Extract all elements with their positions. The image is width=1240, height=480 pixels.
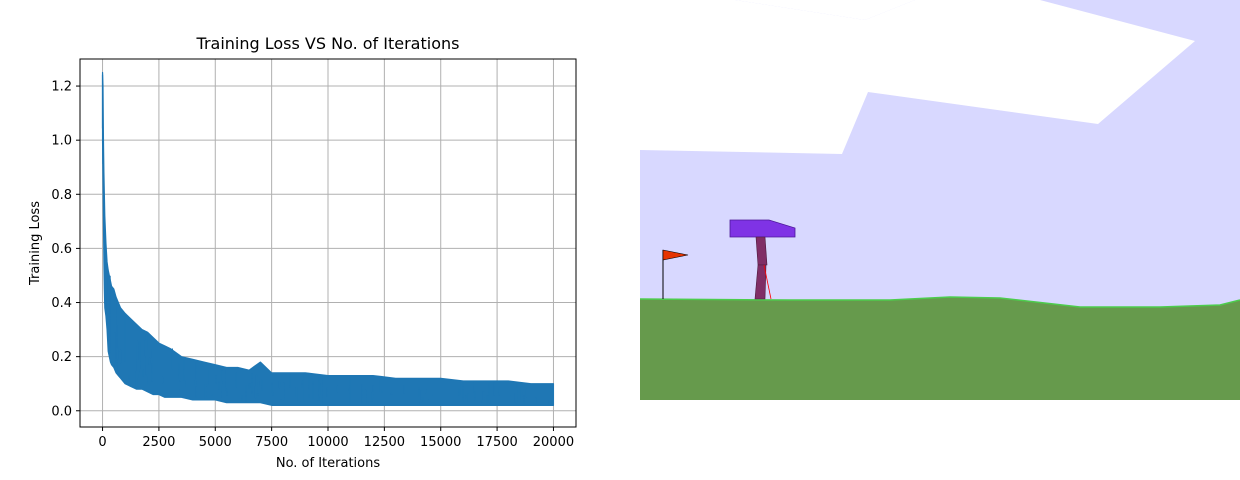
y-axis-label: Training Loss — [28, 201, 43, 286]
ground — [640, 297, 1240, 400]
y-tick-label: 0.6 — [51, 242, 72, 257]
environment-svg — [639, 0, 1240, 400]
y-tick-label: 0.8 — [51, 188, 72, 203]
walker-leg-lower — [754, 264, 767, 300]
chart-svg: 0 2500 5000 7500 10000 12500 15000 17500 20000 0.… — [28, 34, 577, 471]
x-tick-label: 0 — [98, 435, 106, 450]
y-tick-label: 1.0 — [51, 134, 72, 149]
loss-series-noise — [101, 74, 550, 406]
x-tick-label: 20000 — [533, 435, 574, 450]
x-tick-label: 12500 — [364, 435, 405, 450]
series-layer — [101, 71, 555, 406]
walker-hull — [729, 219, 796, 238]
bipedal-walker-environment — [639, 0, 1240, 400]
x-tick-label: 10000 — [307, 435, 348, 450]
ground-edge — [639, 296, 1240, 308]
y-tick-label: 0.2 — [51, 350, 72, 365]
y-tick-label: 0.0 — [51, 404, 72, 419]
x-tick-label: 7500 — [255, 435, 288, 450]
x-tick-label: 15000 — [420, 435, 461, 450]
cloud-top-right — [640, 0, 1195, 154]
x-tick-label: 2500 — [142, 435, 175, 450]
flag — [662, 249, 689, 261]
y-tick-label: 1.2 — [51, 80, 72, 95]
cloud-top-left — [640, 0, 915, 20]
ticks-layer: 0 2500 5000 7500 10000 12500 15000 17500 20000 0.… — [51, 80, 574, 450]
training-loss-chart: 0 2500 5000 7500 10000 12500 15000 17500 20000 0.… — [28, 34, 577, 471]
x-tick-label: 17500 — [476, 435, 517, 450]
chart-title: Training Loss VS No. of Iterations — [196, 34, 460, 53]
walker-leg-upper — [755, 236, 768, 266]
y-tick-label: 0.4 — [51, 296, 72, 311]
x-tick-label: 5000 — [199, 435, 232, 450]
lidar-ray — [763, 264, 772, 300]
x-axis-label: No. of Iterations — [276, 456, 381, 471]
